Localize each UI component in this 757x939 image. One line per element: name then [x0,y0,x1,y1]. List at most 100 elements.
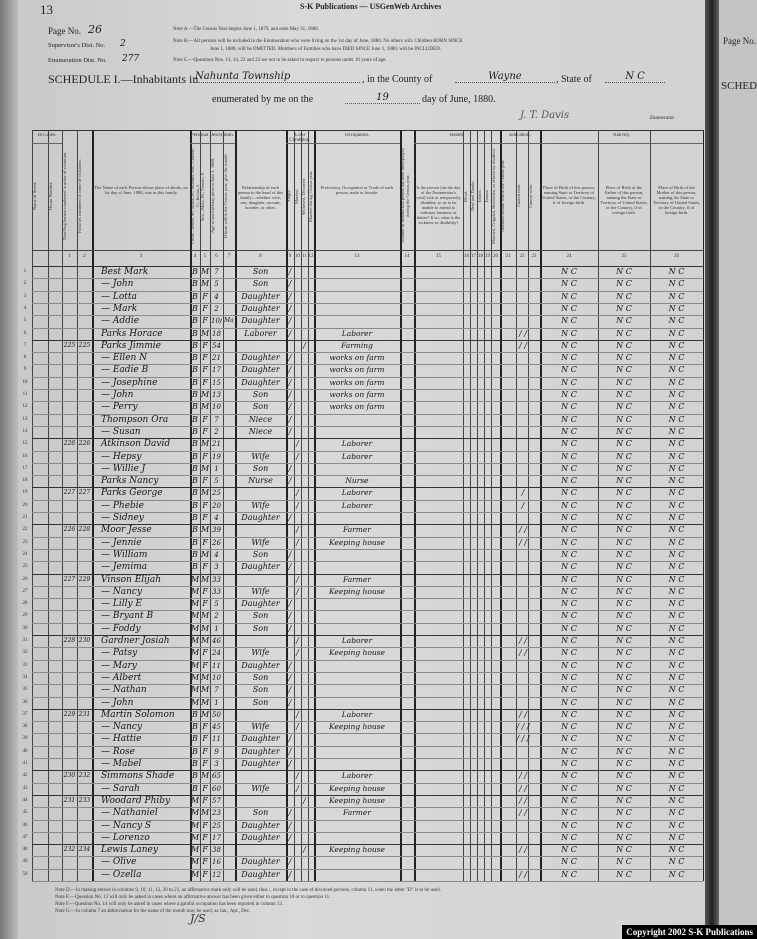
line-number: 29 [22,613,28,619]
civil-condition-mark: / [288,476,292,486]
age-value: 5 [214,280,219,289]
line-number: 12 [22,404,28,410]
footer-initials: J/S [190,912,206,925]
sex-code: M [201,267,209,276]
civil-condition-mark: / [288,328,292,338]
civil-condition-mark: / [288,623,292,633]
row-divider [32,548,703,550]
column-number: 17 [471,254,476,259]
column-divider [32,130,33,881]
birthplace: N C [561,722,577,732]
county: Wayne [455,71,555,83]
line-number: 2 [23,281,27,287]
mother-birthplace: N C [668,623,685,633]
color-code: B [192,426,198,436]
person-name: Woodard Phiby [101,795,171,806]
line-number: 8 [23,355,27,361]
relationship: Daughter [241,746,280,756]
person-name: — Mark [101,303,138,314]
person-name: — Lotta [101,291,137,302]
line-number: 36 [22,699,28,705]
person-name: — Nancy S [101,820,152,831]
birth-month: May [224,317,234,325]
line-number: 25 [22,564,28,570]
relationship: Son [252,390,269,399]
color-code: B [192,439,198,449]
line-number: 17 [22,465,28,471]
color-code: B [192,771,198,781]
group-divider [32,143,62,144]
sex-code: M [201,623,209,633]
person-name: — Susan [101,426,141,437]
birthplace: N C [561,869,577,879]
line-number: 47 [22,834,28,840]
group-divider [540,143,703,144]
color-code: B [192,525,198,535]
note-b-1: Note B.—All persons will be included in … [173,39,463,44]
color-code: B [192,365,198,375]
mother-birthplace: N C [668,869,685,879]
civil-condition-mark: / [288,611,292,621]
line-number: 4 [23,305,27,311]
row-divider [32,782,703,784]
person-name: Parks Horace [101,328,163,339]
column-header-profession: Profession, Occupation or Trade of each … [320,185,394,195]
civil-condition-mark: / [288,808,292,818]
education-marks: / / [519,537,527,547]
sex-code: F [202,734,208,744]
father-birthplace: N C [616,783,632,793]
line-number: 5 [23,318,27,324]
relationship: Daughter [241,660,280,670]
row-divider [32,462,703,464]
county-label: , in the County of [362,74,433,85]
line-number: 1 [23,269,27,274]
birthplace: N C [561,685,577,695]
dwelling-number: 230 [63,772,76,780]
birthplace: N C [561,734,577,744]
father-birthplace: N C [616,549,632,559]
sex-code: M [201,549,209,559]
sex-code: F [202,857,208,867]
sex-code: F [202,820,208,830]
line-number: 15 [22,441,28,447]
color-code: M [191,599,199,609]
column-number: 10 [295,254,300,259]
line-number: 11 [22,392,28,397]
occupation: Laborer [341,328,373,338]
relationship: Son [252,808,269,818]
education-marks: / / / [516,734,530,744]
relationship: Niece [248,426,273,436]
mother-birthplace: N C [668,759,685,768]
age-value: 65 [212,772,221,781]
father-birthplace: N C [616,636,632,645]
civil-condition-mark: / [296,636,299,645]
row-divider [32,401,703,403]
color-code: B [192,316,198,326]
column-divider [540,130,542,881]
sex-code: F [202,353,208,363]
line-number: 20 [22,502,28,508]
age-value: 17 [212,366,221,375]
color-code: B [192,463,198,473]
row-divider [32,352,703,354]
birthplace: N C [561,426,577,436]
row-divider [32,598,703,600]
birthplace: N C [561,267,577,276]
father-birthplace: N C [616,562,632,572]
column-divider [400,130,402,881]
age-value: 12 [212,870,221,879]
relationship: Daughter [241,832,280,842]
row-divider [32,376,703,378]
mother-birthplace: N C [668,845,685,855]
relationship: Son [252,697,269,707]
sex-code: M [201,463,209,473]
sex-code: M [201,574,209,584]
column-number: 4 [193,254,197,259]
line-number: 40 [22,748,28,754]
civil-condition-mark: / [288,562,292,572]
color-code: M [191,636,199,645]
row-divider [32,794,703,796]
age-value: 15 [212,378,221,387]
age-value: 17 [212,833,221,842]
occupation: Keeping house [329,648,385,658]
